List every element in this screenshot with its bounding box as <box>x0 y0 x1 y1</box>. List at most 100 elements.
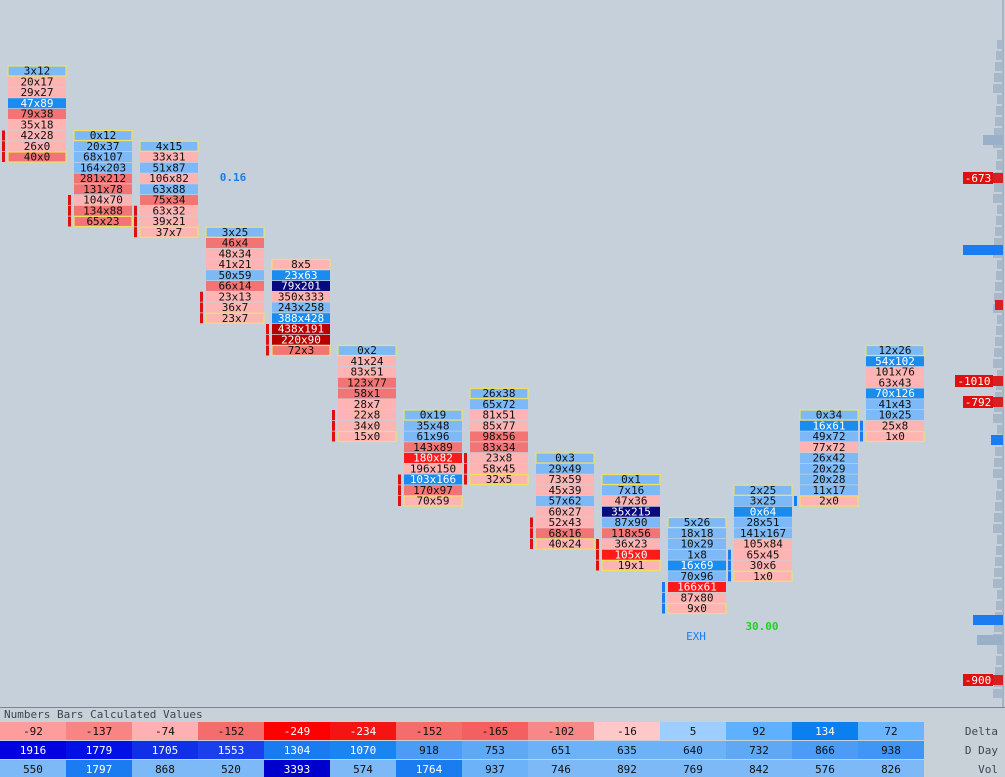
cell <box>668 560 726 571</box>
panel-value: 918 <box>419 744 439 757</box>
cell <box>139 226 199 238</box>
profile-bar <box>994 238 1003 247</box>
cell <box>668 539 726 549</box>
side-marker <box>266 345 269 356</box>
cell-text: 30x6 <box>750 559 777 572</box>
cell-text: 79x201 <box>281 280 321 293</box>
cell <box>206 259 264 270</box>
profile-bar <box>997 95 1003 104</box>
cell <box>734 496 792 506</box>
panel-value: 892 <box>617 763 637 776</box>
cell <box>470 463 528 474</box>
panel-cell <box>330 722 396 740</box>
cell-text: 46x4 <box>222 237 249 250</box>
cell <box>8 98 66 109</box>
cell <box>734 549 792 560</box>
cell-text: 10x29 <box>680 538 713 551</box>
cell <box>602 496 660 506</box>
profile-bar <box>996 216 1003 225</box>
cell-text: 9x0 <box>687 602 707 615</box>
panel-cell <box>528 741 594 759</box>
cell-text: 0x1 <box>621 473 641 486</box>
cell-text: 77x72 <box>812 441 845 454</box>
cell <box>734 528 792 539</box>
cell-text: 5x26 <box>684 516 711 529</box>
cell <box>338 420 396 431</box>
side-marker <box>728 549 731 560</box>
cell <box>470 420 528 431</box>
cell <box>403 495 463 507</box>
cell-text: 1x0 <box>885 430 905 443</box>
cell-text: 63x32 <box>152 204 185 217</box>
cell <box>74 141 132 152</box>
profile-bar <box>994 458 1003 467</box>
panel-cell <box>660 760 726 777</box>
cell <box>8 141 66 152</box>
profile-bar <box>996 491 1003 500</box>
panel-cell <box>132 760 198 777</box>
cell-text: 105x84 <box>743 538 783 551</box>
cell-text: 85x77 <box>482 419 515 432</box>
profile-bar <box>977 635 1003 645</box>
cell-text: 281x212 <box>80 172 126 185</box>
cell <box>8 119 66 130</box>
panel-value: 576 <box>815 763 835 776</box>
cell-text: 141x167 <box>740 527 786 540</box>
profile-bar <box>995 227 1003 236</box>
cell <box>206 281 264 291</box>
profile-bar <box>995 300 1003 310</box>
cell <box>734 560 792 571</box>
panel-cell <box>660 741 726 759</box>
profile-bar <box>995 557 1003 566</box>
panel-cell <box>792 741 858 759</box>
cell <box>404 420 462 431</box>
profile-bar <box>994 293 1003 302</box>
cell <box>140 216 198 227</box>
cell-text: 350x333 <box>278 290 324 303</box>
cell <box>338 410 396 420</box>
side-marker <box>332 431 335 442</box>
panel-value: -152 <box>218 725 245 738</box>
cell-text: 170x97 <box>413 484 453 497</box>
profile-bar <box>993 84 1003 93</box>
profile-bar <box>997 150 1003 159</box>
profile-bar <box>997 590 1003 599</box>
cell <box>469 473 529 486</box>
panel-value: 550 <box>23 763 43 776</box>
cell-text: 8x5 <box>291 258 311 271</box>
panel-value: 5 <box>690 725 697 738</box>
cell-text: 34x0 <box>354 419 381 432</box>
panel-value: 3393 <box>284 763 311 776</box>
panel-row-label: Delta <box>965 725 998 738</box>
cell <box>206 270 264 281</box>
profile-bar <box>994 403 1003 412</box>
panel-cell <box>858 741 924 759</box>
profile-bar <box>996 51 1003 60</box>
profile-bar <box>993 469 1003 478</box>
cell <box>602 539 660 549</box>
cell-text: 41x24 <box>350 355 383 368</box>
cell <box>271 258 331 271</box>
profile-bar <box>996 161 1003 170</box>
panel-value: 937 <box>485 763 505 776</box>
cell-text: 105x0 <box>614 548 647 561</box>
side-marker <box>200 302 203 313</box>
cell-text: 41x21 <box>218 258 251 271</box>
cell <box>139 140 199 152</box>
cell-text: 3x25 <box>750 495 777 508</box>
cell <box>668 582 726 592</box>
cell-text: 36x23 <box>614 538 647 551</box>
panel-cell <box>792 760 858 777</box>
cell <box>73 129 133 142</box>
panel-value: 746 <box>551 763 571 776</box>
side-marker <box>662 592 665 603</box>
side-marker <box>332 420 335 431</box>
profile-bar <box>996 106 1003 115</box>
side-marker <box>596 539 599 549</box>
cell-text: 41x43 <box>878 398 911 411</box>
cell <box>74 205 132 216</box>
cell-text: 33x31 <box>152 151 185 164</box>
cell <box>602 506 660 517</box>
panel-cell <box>0 722 66 740</box>
profile-label-box <box>955 375 993 387</box>
